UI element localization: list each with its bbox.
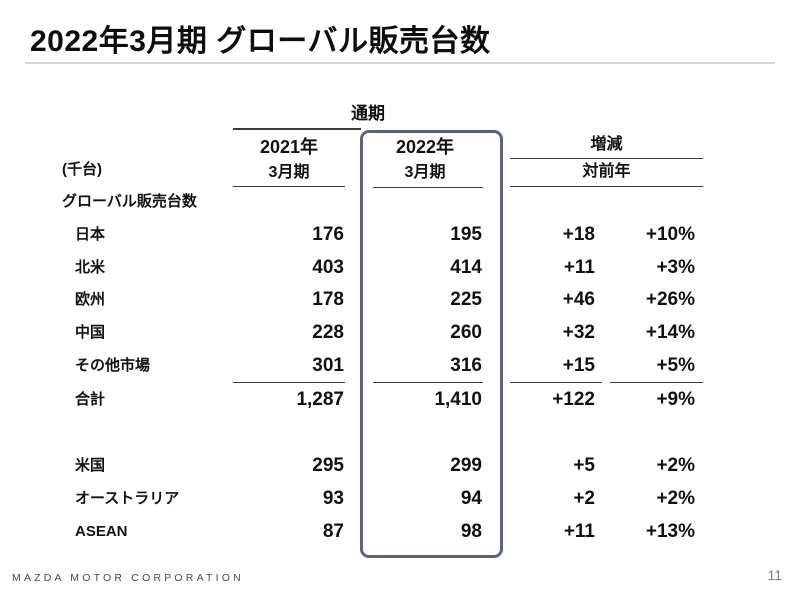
footer-company-name: MAZDA MOTOR CORPORATION (12, 572, 244, 584)
value-change: +32 (562, 322, 595, 343)
row-label: オーストラリア (75, 490, 180, 507)
value-change: +5 (573, 455, 595, 476)
value-fy2022: 195 (450, 224, 482, 245)
value-change-pct: +10% (645, 224, 695, 245)
value-fy2021: 176 (312, 224, 344, 245)
value-change: +2 (573, 488, 595, 509)
column-header-fy2021: 2021年 3月期 (233, 134, 345, 186)
value-change-pct: +13% (645, 521, 695, 542)
table-row-europe: 欧州 178 225 +46 +26% (0, 285, 800, 315)
row-label: 中国 (75, 324, 106, 341)
row-label: 合計 (75, 391, 106, 408)
change-subheader-underline (510, 186, 703, 187)
value-change-pct: +2% (656, 455, 695, 476)
value-fy2022: 225 (450, 289, 482, 310)
value-fy2021: 93 (322, 488, 344, 509)
total-separator-change (510, 382, 602, 383)
value-fy2021: 1,287 (296, 389, 344, 410)
total-separator-fy2022 (373, 382, 483, 383)
value-fy2022: 260 (450, 322, 482, 343)
group-row-label: グローバル販売台数 (62, 193, 197, 210)
value-fy2022: 316 (450, 355, 482, 376)
table-row-total: 合計 1,287 1,410 +122 +9% (0, 385, 800, 415)
row-label: 日本 (75, 226, 106, 243)
value-change-pct: +5% (656, 355, 695, 376)
value-fy2021: 87 (322, 521, 344, 542)
fy2022-month-label: 3月期 (404, 164, 446, 181)
row-label: 北米 (75, 259, 106, 276)
period-underline (233, 128, 361, 130)
table-row-usa: 米国 295 299 +5 +2% (0, 451, 800, 481)
value-fy2022: 414 (450, 257, 482, 278)
fy2022-header-underline (373, 187, 483, 188)
fy2021-month-label: 3月期 (268, 164, 310, 181)
table-row-japan: 日本 176 195 +18 +10% (0, 220, 800, 250)
change-header: 増減 (590, 136, 623, 153)
value-change: +122 (552, 389, 595, 410)
table-row-other-markets: その他市場 301 316 +15 +5% (0, 351, 800, 381)
page-number: 11 (767, 567, 782, 583)
value-fy2022: 94 (460, 488, 482, 509)
value-change-pct: +2% (656, 488, 695, 509)
value-fy2022: 1,410 (434, 389, 482, 410)
value-fy2021: 178 (312, 289, 344, 310)
value-change: +11 (563, 521, 595, 542)
row-label: ASEAN (75, 523, 128, 540)
fy2021-year-label: 2021年 (259, 137, 319, 157)
value-change: +18 (562, 224, 595, 245)
value-fy2022: 98 (460, 521, 482, 542)
value-change-pct: +26% (645, 289, 695, 310)
value-change-pct: +9% (656, 389, 695, 410)
total-separator-fy2021 (233, 382, 345, 383)
table-row-north-america: 北米 403 414 +11 +3% (0, 253, 800, 283)
change-subheader: 対前年 (582, 163, 631, 180)
table-row-china: 中国 228 260 +32 +14% (0, 318, 800, 348)
table-row-australia: オーストラリア 93 94 +2 +2% (0, 484, 800, 514)
fy2021-header-underline (233, 186, 345, 187)
value-fy2021: 228 (312, 322, 344, 343)
unit-label: (千台) (62, 161, 102, 178)
value-change: +46 (562, 289, 595, 310)
row-label: その他市場 (75, 357, 151, 374)
title-divider (25, 62, 775, 64)
value-change-pct: +3% (656, 257, 695, 278)
row-label: 米国 (75, 457, 106, 474)
value-change: +11 (563, 257, 595, 278)
value-change-pct: +14% (645, 322, 695, 343)
value-change: +15 (562, 355, 595, 376)
row-label: 欧州 (75, 291, 106, 308)
change-header-underline (510, 158, 703, 159)
page-title: 2022年3月期 グローバル販売台数 (30, 25, 491, 58)
value-fy2021: 301 (312, 355, 344, 376)
table-row-asean: ASEAN 87 98 +11 +13% (0, 517, 800, 547)
fy2022-year-label: 2022年 (395, 137, 455, 157)
fy2022-highlight-box (360, 130, 503, 558)
value-fy2022: 299 (450, 455, 482, 476)
value-fy2021: 295 (312, 455, 344, 476)
period-group-header: 通期 (351, 104, 385, 123)
value-fy2021: 403 (312, 257, 344, 278)
total-separator-pct (610, 382, 703, 383)
column-header-fy2022: 2022年 3月期 (368, 134, 482, 186)
